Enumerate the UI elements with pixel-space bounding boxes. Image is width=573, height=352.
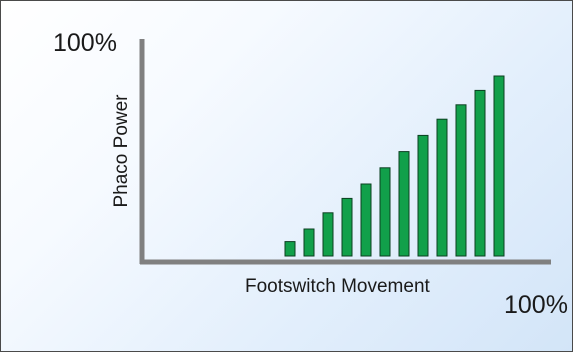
bar [436,118,448,257]
bar [398,151,410,257]
bar [303,228,315,257]
bar-group [284,75,505,257]
bar [360,183,372,257]
bar [493,75,505,257]
bar [474,89,486,257]
x-axis-max-label: 100% [504,291,568,319]
bar [379,167,391,257]
bar [322,212,334,257]
bar [341,197,353,257]
bar [284,241,296,257]
x-axis-title: Footswitch Movement [245,276,430,297]
bar [455,104,467,257]
bar [417,134,429,257]
y-axis-max-label: 100% [53,29,117,57]
